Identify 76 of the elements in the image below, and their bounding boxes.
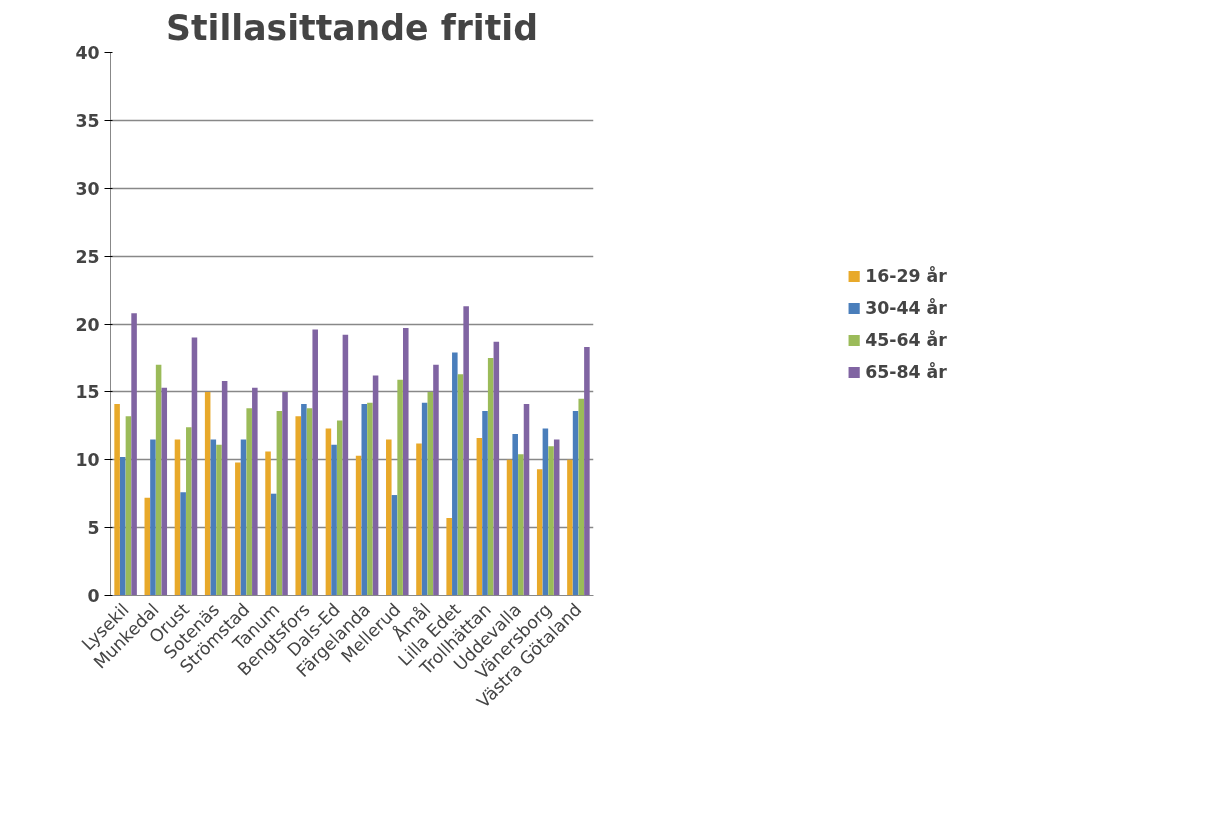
y-tick-label: 40 <box>75 43 100 63</box>
bar <box>295 416 301 596</box>
bar <box>493 341 500 596</box>
bar <box>252 387 258 596</box>
bar <box>125 416 132 596</box>
bar <box>572 410 579 596</box>
y-tick-label: 15 <box>75 382 100 403</box>
bar <box>372 375 379 596</box>
bar <box>119 457 126 596</box>
bar <box>210 439 217 596</box>
bar <box>306 408 313 596</box>
bar <box>191 337 198 596</box>
bar <box>487 357 494 596</box>
legend-label: 65-84 år <box>865 361 947 382</box>
y-tick-label: 25 <box>75 246 100 267</box>
bar <box>463 306 469 596</box>
y-tick-label: 10 <box>75 450 100 471</box>
bar <box>452 352 458 596</box>
bar <box>325 428 332 596</box>
bar <box>518 454 524 596</box>
bar <box>204 391 211 596</box>
bar <box>421 402 428 596</box>
bar <box>397 379 403 596</box>
bar <box>578 398 585 596</box>
bar <box>235 462 241 596</box>
legend-label: 16-29 år <box>865 265 947 286</box>
y-tick-label: 35 <box>75 110 100 131</box>
bar <box>446 518 452 596</box>
bar <box>276 410 283 596</box>
bar <box>150 439 156 596</box>
bar <box>367 402 373 596</box>
bar <box>523 404 530 596</box>
bar <box>476 438 483 596</box>
y-tick-label: 30 <box>75 178 100 199</box>
bar <box>246 408 252 596</box>
bar <box>506 459 513 596</box>
bar <box>548 446 554 596</box>
bar <box>331 444 337 596</box>
bar <box>403 328 409 596</box>
bar <box>216 444 222 596</box>
bar <box>131 313 137 596</box>
y-tick-label: 20 <box>75 314 100 335</box>
bar <box>457 374 464 596</box>
bar <box>221 381 228 596</box>
y-tick-label: 0 <box>87 586 100 606</box>
bar <box>312 329 318 596</box>
bar <box>180 492 186 596</box>
bar <box>336 420 343 596</box>
bar <box>542 428 549 596</box>
bar <box>584 347 590 596</box>
bar <box>433 364 439 596</box>
bar <box>186 427 192 596</box>
legend-label: 30-44 år <box>865 297 947 318</box>
bar <box>391 495 398 596</box>
bar <box>342 334 349 596</box>
bar <box>512 433 518 596</box>
y-tick-label: 5 <box>87 518 100 539</box>
bar <box>240 439 247 596</box>
bar <box>114 404 120 596</box>
bar <box>536 469 543 596</box>
bar <box>553 439 560 596</box>
bar <box>282 391 288 596</box>
legend-label: 45-64 år <box>865 329 947 350</box>
bar <box>482 410 488 596</box>
bar <box>161 387 168 596</box>
bar <box>355 455 362 596</box>
chart-title: Stillasittande fritid <box>166 7 538 48</box>
bar <box>301 404 307 596</box>
bar <box>567 459 573 596</box>
bar <box>386 439 392 596</box>
bar <box>265 451 271 596</box>
bar <box>361 404 368 596</box>
bar <box>427 391 434 596</box>
bar <box>155 364 162 596</box>
bar <box>416 443 422 596</box>
bar <box>174 439 181 596</box>
